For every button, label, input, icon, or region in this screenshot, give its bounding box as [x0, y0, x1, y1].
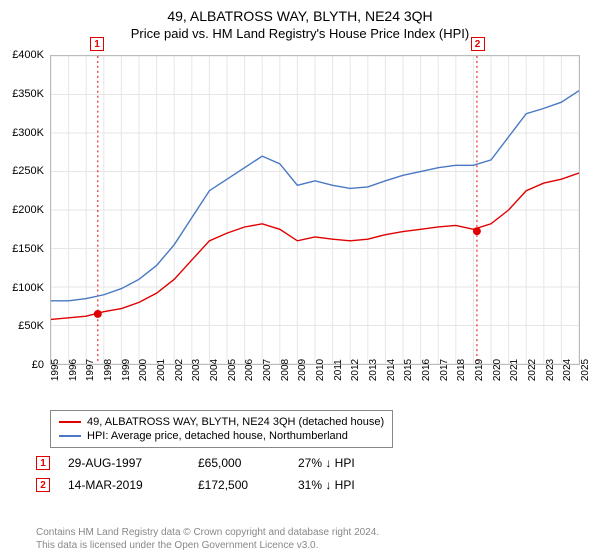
x-tick-label: 2003	[191, 359, 202, 381]
sale-marker-box: 1	[90, 37, 104, 51]
x-tick-label: 2023	[545, 359, 556, 381]
sales-row-date: 14-MAR-2019	[68, 478, 198, 492]
chart-container: 49, ALBATROSS WAY, BLYTH, NE24 3QH Price…	[0, 0, 600, 560]
y-tick-label: £0	[32, 359, 44, 371]
x-tick-label: 1996	[68, 359, 79, 381]
y-tick-label: £250K	[12, 165, 44, 177]
sales-row-delta: 27% ↓ HPI	[298, 456, 398, 470]
x-tick-label: 2024	[562, 359, 573, 381]
legend-item: 49, ALBATROSS WAY, BLYTH, NE24 3QH (deta…	[59, 415, 384, 429]
legend-swatch	[59, 435, 81, 437]
x-tick-label: 2017	[439, 359, 450, 381]
x-tick-label: 2025	[580, 359, 591, 381]
title-main: 49, ALBATROSS WAY, BLYTH, NE24 3QH	[0, 8, 600, 24]
x-tick-label: 2020	[492, 359, 503, 381]
sales-row: 2 14-MAR-2019£172,50031% ↓ HPI	[36, 478, 398, 492]
y-tick-label: £150K	[12, 243, 44, 255]
x-tick-label: 2007	[262, 359, 273, 381]
x-tick-label: 2008	[280, 359, 291, 381]
x-tick-label: 2015	[403, 359, 414, 381]
x-tick-label: 2016	[421, 359, 432, 381]
x-tick-label: 2004	[209, 359, 220, 381]
x-tick-label: 2010	[315, 359, 326, 381]
sales-row-price: £172,500	[198, 478, 298, 492]
footer: Contains HM Land Registry data © Crown c…	[36, 526, 379, 552]
x-tick-label: 2005	[227, 359, 238, 381]
x-tick-label: 2021	[509, 359, 520, 381]
x-tick-label: 1998	[103, 359, 114, 381]
y-tick-label: £300K	[12, 127, 44, 139]
x-tick-label: 2002	[174, 359, 185, 381]
x-tick-label: 2013	[368, 359, 379, 381]
y-axis-labels: £0£50K£100K£150K£200K£250K£300K£350K£400…	[0, 55, 48, 365]
footer-line-1: Contains HM Land Registry data © Crown c…	[36, 526, 379, 539]
sales-row-date: 29-AUG-1997	[68, 456, 198, 470]
sales-row-price: £65,000	[198, 456, 298, 470]
x-tick-label: 1999	[121, 359, 132, 381]
sales-row-delta: 31% ↓ HPI	[298, 478, 398, 492]
sales-table: 1 29-AUG-1997£65,00027% ↓ HPI 2 14-MAR-2019…	[36, 456, 398, 500]
sales-row: 1 29-AUG-1997£65,00027% ↓ HPI	[36, 456, 398, 470]
y-tick-label: £400K	[12, 49, 44, 61]
sale-dot	[473, 227, 481, 235]
x-tick-label: 1997	[85, 359, 96, 381]
plot-svg	[51, 56, 579, 364]
x-tick-label: 2006	[244, 359, 255, 381]
title-block: 49, ALBATROSS WAY, BLYTH, NE24 3QH Price…	[0, 0, 600, 41]
x-tick-label: 2001	[156, 359, 167, 381]
legend-label: 49, ALBATROSS WAY, BLYTH, NE24 3QH (deta…	[87, 416, 384, 428]
x-tick-label: 1995	[50, 359, 61, 381]
x-tick-label: 2011	[333, 359, 344, 381]
legend-swatch	[59, 421, 81, 423]
x-axis-labels: 1995199619971998199920002001200220032004…	[50, 368, 580, 408]
chart-plot-area	[50, 55, 580, 365]
y-tick-label: £200K	[12, 204, 44, 216]
x-tick-label: 2000	[138, 359, 149, 381]
legend: 49, ALBATROSS WAY, BLYTH, NE24 3QH (deta…	[50, 410, 393, 448]
y-tick-label: £100K	[12, 282, 44, 294]
x-tick-label: 2012	[350, 359, 361, 381]
y-tick-label: £350K	[12, 88, 44, 100]
footer-line-2: This data is licensed under the Open Gov…	[36, 539, 379, 552]
x-tick-label: 2009	[297, 359, 308, 381]
x-tick-label: 2014	[386, 359, 397, 381]
x-tick-label: 2019	[474, 359, 485, 381]
legend-label: HPI: Average price, detached house, Nort…	[87, 430, 348, 442]
x-tick-label: 2018	[456, 359, 467, 381]
sale-dot	[94, 310, 102, 318]
y-tick-label: £50K	[18, 320, 44, 332]
sales-row-marker: 2	[36, 478, 50, 492]
sales-row-marker: 1	[36, 456, 50, 470]
sale-marker-box: 2	[471, 37, 485, 51]
x-tick-label: 2022	[527, 359, 538, 381]
legend-item: HPI: Average price, detached house, Nort…	[59, 429, 384, 443]
